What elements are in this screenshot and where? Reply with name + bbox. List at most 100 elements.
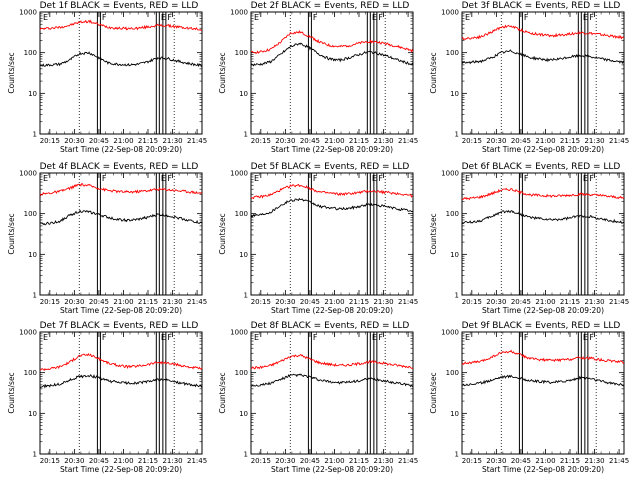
x-tick-label: 20:45 <box>300 298 320 306</box>
x-tick-label: 21:00 <box>113 137 133 145</box>
y-tick-label: 1000 <box>19 329 37 337</box>
panel-title: Det 5f BLACK = Events, RED = LLD <box>251 162 410 172</box>
x-tick-label: 20:30 <box>64 298 84 306</box>
x-tick-label: 20:45 <box>89 457 109 465</box>
marker-label-F: F <box>589 13 594 22</box>
events-series-line <box>461 209 625 225</box>
x-tick-label: 20:30 <box>275 298 295 306</box>
chart-panel-1: Det 1f BLACK = Events, RED = LLD 1 10 100 10… <box>7 1 207 154</box>
panel-title: Det 3f BLACK = Events, RED = LLD <box>462 1 621 11</box>
chart-panel-6: Det 6f BLACK = Events, RED = LLD 1 10 100 10… <box>429 162 629 315</box>
x-tick-label: 21:00 <box>535 457 555 465</box>
y-tick-label: 1 <box>33 292 37 300</box>
y-tick-label: 100 <box>446 369 459 377</box>
x-tick-label: 21:30 <box>584 298 604 306</box>
chart-panel-7: Det 7f BLACK = Events, RED = LLD 1 10 100 10… <box>7 321 207 474</box>
panel-title: Det 9f BLACK = Events, RED = LLD <box>462 321 621 331</box>
x-tick-label: 20:15 <box>462 457 482 465</box>
y-tick-label: 1 <box>33 451 37 459</box>
lld-series-line <box>461 349 625 365</box>
plot-frame <box>39 172 203 296</box>
lld-series-line <box>250 183 414 200</box>
panel-title: Det 4f BLACK = Events, RED = LLD <box>40 162 199 172</box>
events-series-line <box>39 51 202 68</box>
x-tick-label: 21:30 <box>584 457 604 465</box>
x-axis-label: Start Time (22-Sep-08 20:09:20) <box>271 306 393 315</box>
plot-frame <box>461 172 625 296</box>
y-axis-label: Counts/sec <box>218 372 227 413</box>
lld-series-line <box>461 187 625 201</box>
panel-title: Det 1f BLACK = Events, RED = LLD <box>40 1 199 11</box>
lld-series-line <box>461 24 625 41</box>
y-tick-label: 1 <box>33 131 37 139</box>
y-tick-label: 10 <box>239 90 248 98</box>
x-axis-label: Start Time (22-Sep-08 20:09:20) <box>60 306 182 315</box>
x-tick-label: 21:00 <box>324 457 344 465</box>
y-tick-label: 100 <box>24 369 37 377</box>
marker-label-F: F <box>589 174 594 183</box>
lld-series-line <box>39 19 203 31</box>
y-tick-label: 1 <box>244 451 248 459</box>
y-tick-label: 100 <box>446 49 459 57</box>
events-series-line <box>461 49 625 65</box>
chart-panel-8: Det 8f BLACK = Events, RED = LLD 1 10 100 10… <box>218 321 418 474</box>
x-tick-label: 21:15 <box>349 137 369 145</box>
x-tick-label: 21:45 <box>609 457 629 465</box>
y-tick-label: 1000 <box>441 170 459 178</box>
y-tick-label: 100 <box>446 210 459 218</box>
chart-panel-2: Det 2f BLACK = Events, RED = LLD 1 10 100 10… <box>218 1 418 154</box>
x-tick-label: 21:00 <box>324 298 344 306</box>
x-tick-label: 20:30 <box>275 137 295 145</box>
x-tick-label: 21:30 <box>584 137 604 145</box>
y-tick-label: 100 <box>24 49 37 57</box>
y-tick-label: 10 <box>450 410 459 418</box>
y-tick-label: 10 <box>450 90 459 98</box>
y-axis-label: Counts/sec <box>218 52 227 93</box>
y-tick-label: 1000 <box>19 170 37 178</box>
x-tick-label: 21:30 <box>373 298 393 306</box>
x-axis-label: Start Time (22-Sep-08 20:09:20) <box>60 145 182 154</box>
x-tick-label: 21:30 <box>162 137 182 145</box>
marker-label-F: F <box>313 13 318 22</box>
corner-flag: E <box>465 333 470 342</box>
y-tick-label: 1000 <box>230 9 248 17</box>
events-series-line <box>39 209 203 226</box>
x-tick-label: 20:15 <box>40 137 60 145</box>
x-tick-label: 20:45 <box>511 137 531 145</box>
x-tick-label: 20:30 <box>486 457 506 465</box>
marker-label-F: F <box>589 333 594 342</box>
y-tick-label: 1 <box>244 131 248 139</box>
y-axis-label: Counts/sec <box>7 213 16 254</box>
marker-label-F: F <box>524 13 529 22</box>
marker-label-F: F <box>167 333 172 342</box>
chart-panel-3: Det 3f BLACK = Events, RED = LLD 1 10 100 10… <box>429 1 629 154</box>
y-tick-label: 10 <box>28 251 37 259</box>
y-tick-label: 1 <box>244 292 248 300</box>
plot-frame <box>250 331 414 455</box>
marker-label-F: F <box>313 333 318 342</box>
x-tick-label: 21:45 <box>187 298 207 306</box>
chart-panel-9: Det 9f BLACK = Events, RED = LLD 1 10 100 10… <box>429 321 629 474</box>
y-tick-label: 100 <box>235 210 248 218</box>
x-tick-label: 21:00 <box>324 137 344 145</box>
events-series-line <box>461 374 625 387</box>
events-series-line <box>250 42 414 67</box>
x-tick-label: 20:45 <box>511 298 531 306</box>
y-axis-label: Counts/sec <box>7 372 16 413</box>
x-tick-label: 20:30 <box>486 298 506 306</box>
x-axis-label: Start Time (22-Sep-08 20:09:20) <box>271 145 393 154</box>
x-tick-label: 20:45 <box>89 137 109 145</box>
x-tick-label: 21:15 <box>349 298 369 306</box>
y-axis-label: Counts/sec <box>218 213 227 254</box>
x-tick-label: 21:45 <box>187 457 207 465</box>
x-tick-label: 21:00 <box>113 298 133 306</box>
corner-flag: E <box>254 174 259 183</box>
x-tick-label: 20:45 <box>89 298 109 306</box>
x-tick-label: 20:30 <box>275 457 295 465</box>
events-series-line <box>39 373 203 389</box>
y-tick-label: 1 <box>455 131 459 139</box>
y-tick-label: 10 <box>239 410 248 418</box>
plot-frame <box>461 331 625 455</box>
x-tick-label: 20:45 <box>511 457 531 465</box>
